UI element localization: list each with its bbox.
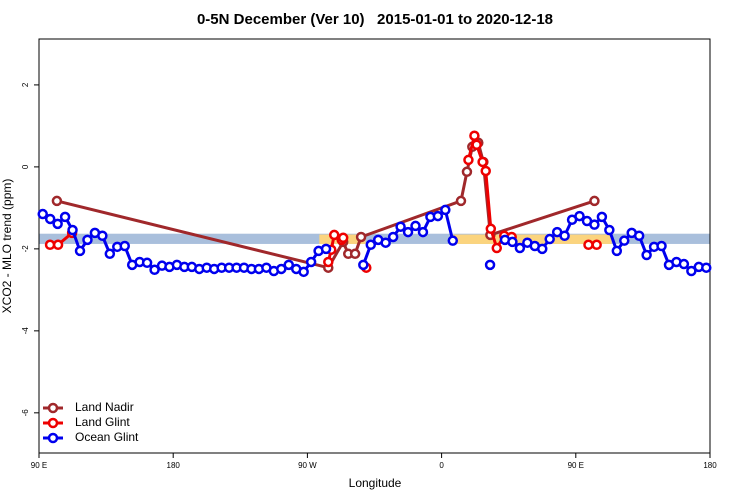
legend-label: Land Nadir [75,400,134,414]
data-point [559,230,570,242]
data-point [463,154,474,166]
data-point [365,239,377,251]
chart-title: 0-5N December (Ver 10) 2015-01-01 to 202… [197,11,553,28]
data-point [686,265,697,277]
data-point [583,239,594,251]
data-point [337,232,349,244]
data-point [544,233,555,245]
data-point [477,156,488,168]
data-point [355,231,367,243]
data-point [402,226,414,238]
data-point [596,211,608,223]
data-point [97,230,108,242]
data-point [52,218,63,230]
data-point [37,208,48,220]
y-axis-label: XCO2 - MLO trend (ppm) [0,179,14,314]
data-point [52,239,64,251]
y-tick-label: -4 [21,327,30,335]
data-point [410,220,421,232]
y-tick-label: -2 [21,245,30,253]
data-point [591,239,602,251]
data-point [641,249,652,261]
data-point [82,234,93,246]
data-point [485,223,497,235]
data-point [574,210,585,222]
data-point [276,263,287,275]
data-point [471,139,482,151]
data-point [619,235,630,246]
data-point [119,240,130,252]
data-point [323,256,334,268]
data-point [514,242,526,254]
y-tick-label: 0 [21,164,30,169]
data-point [440,204,451,216]
legend-label: Land Glint [75,415,130,429]
data-point [633,230,645,242]
data-point [387,231,399,243]
data-point [349,248,361,260]
data-point [74,245,86,257]
data-point [67,224,78,236]
x-tick-label: 90 E [568,461,584,470]
data-point [141,257,153,269]
data-point [701,262,712,273]
data-point [432,210,444,222]
x-tick-label: 180 [167,461,181,470]
data-point [589,195,600,207]
data-point [51,195,63,207]
y-tick-label: -6 [21,409,30,417]
data-point [469,130,480,141]
data-point [656,240,667,252]
data-point [44,239,56,251]
legend-marker [47,417,59,429]
data-point [417,226,429,238]
data-point [328,229,340,241]
data-point [298,266,309,278]
data-point [44,213,56,225]
data-point [358,259,369,271]
data-point [59,211,71,223]
data-point [455,195,467,207]
data-point [104,248,116,260]
x-axis-label: Longitude [349,476,402,490]
x-tick-label: 180 [703,461,717,470]
data-point [480,165,491,177]
data-point [537,243,548,255]
plot-frame [38,38,711,454]
data-point [461,166,473,178]
data-point [507,236,518,248]
data-point [283,259,295,271]
x-tick-label: 90 W [298,461,317,470]
data-point [447,235,459,246]
data-point [395,221,406,232]
y-tick-label: 2 [21,82,30,87]
data-point [604,224,615,236]
data-point [589,219,600,230]
legend-marker [47,432,59,444]
data-point [380,237,391,248]
data-point [491,242,503,254]
data-point [149,264,160,276]
data-point [484,259,496,271]
legend-label: Ocean Glint [75,430,139,444]
data-point [611,245,623,257]
x-tick-label: 90 E [31,461,47,470]
data-point [678,258,690,270]
data-point [305,256,317,268]
data-point [320,243,332,255]
legend-marker [47,402,59,414]
x-tick-label: 0 [439,461,444,470]
